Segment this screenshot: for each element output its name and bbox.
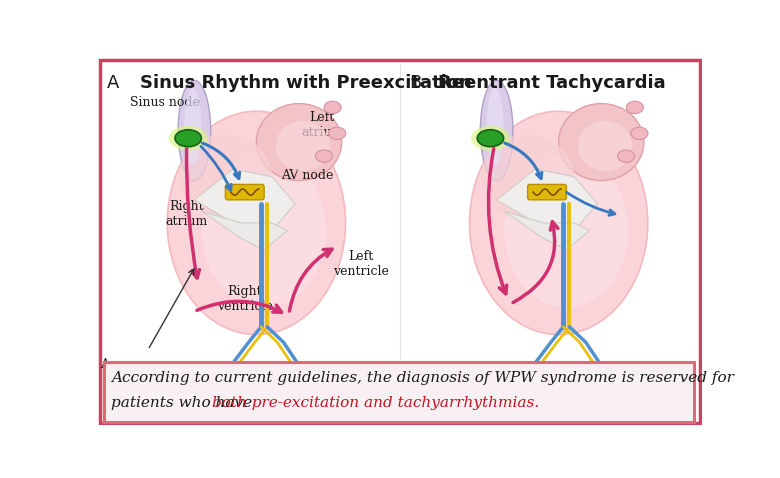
Ellipse shape [477,130,504,147]
Ellipse shape [480,80,513,181]
Text: A: A [107,74,119,92]
Ellipse shape [202,153,326,308]
Ellipse shape [470,111,647,335]
Ellipse shape [184,88,201,165]
Text: Left
ventricle: Left ventricle [333,250,389,278]
Text: Sinus Rhythm with Preexcitation: Sinus Rhythm with Preexcitation [140,74,472,92]
Ellipse shape [558,104,644,181]
Text: B: B [409,74,421,92]
Text: Reentrant Tachycardia: Reentrant Tachycardia [438,74,666,92]
Ellipse shape [168,126,207,151]
Polygon shape [194,169,295,230]
Text: Accessory
pathway: Accessory pathway [101,358,165,386]
Ellipse shape [505,153,629,308]
Text: Right
atrium: Right atrium [165,200,207,228]
Text: AV node: AV node [281,169,334,182]
Ellipse shape [257,104,342,181]
Ellipse shape [626,101,644,114]
Ellipse shape [471,126,510,151]
Ellipse shape [179,134,272,219]
Text: According to current guidelines, the diagnosis of WPW syndrome is reserved for: According to current guidelines, the dia… [112,371,734,385]
Text: Left
atrium: Left atrium [301,111,343,139]
Polygon shape [505,211,590,250]
FancyBboxPatch shape [225,185,264,200]
Ellipse shape [618,150,635,163]
Text: both pre-excitation and tachyarrhythmias.: both pre-excitation and tachyarrhythmias… [212,396,540,410]
Ellipse shape [481,134,574,219]
Ellipse shape [324,101,341,114]
Ellipse shape [175,130,201,147]
Ellipse shape [328,127,346,140]
Ellipse shape [276,121,330,171]
Text: patients who have: patients who have [112,396,257,410]
FancyBboxPatch shape [527,185,566,200]
Text: Right
ventricle: Right ventricle [217,284,273,313]
Ellipse shape [315,150,332,163]
Ellipse shape [578,121,633,171]
FancyBboxPatch shape [104,361,694,422]
Polygon shape [497,169,597,230]
Ellipse shape [631,127,648,140]
Ellipse shape [487,88,504,165]
Text: Sinus node: Sinus node [130,96,200,109]
Ellipse shape [167,111,346,335]
Polygon shape [202,211,287,250]
FancyBboxPatch shape [100,60,700,423]
Ellipse shape [178,80,211,181]
